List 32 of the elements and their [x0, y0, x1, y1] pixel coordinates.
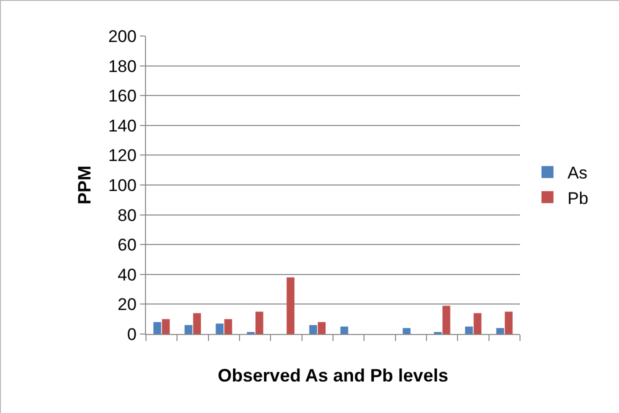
x-axis-title: Observed As and Pb levels	[218, 366, 448, 386]
bar	[286, 277, 294, 334]
bar	[474, 313, 482, 334]
bar	[318, 322, 326, 334]
bar	[504, 312, 513, 334]
y-tick-label: 140	[108, 116, 137, 136]
y-tick-label: 100	[108, 176, 137, 195]
bar	[162, 319, 170, 334]
bar	[193, 313, 201, 334]
legend-label: Pb	[567, 188, 588, 208]
y-tick-label: 200	[108, 26, 137, 46]
bar	[496, 328, 504, 334]
legend-label: As	[567, 164, 588, 183]
bar	[402, 328, 411, 334]
y-tick-label: 60	[118, 236, 137, 255]
bar	[340, 326, 348, 334]
bar	[224, 319, 232, 334]
y-tick-label: 180	[108, 56, 137, 76]
bar	[465, 326, 473, 334]
bar	[442, 306, 450, 334]
y-tick-label: 40	[118, 265, 137, 284]
y-tick-label: 120	[108, 146, 137, 166]
bar	[309, 325, 318, 334]
y-tick-label: 20	[118, 295, 137, 314]
y-tick-label: 0	[127, 324, 137, 344]
y-tick-label: 160	[108, 86, 137, 106]
y-tick-label: 80	[118, 206, 137, 225]
bar	[153, 322, 162, 334]
bar	[216, 324, 224, 334]
y-axis-title: PPM	[74, 165, 94, 205]
bar	[184, 325, 192, 334]
bar	[255, 312, 264, 334]
